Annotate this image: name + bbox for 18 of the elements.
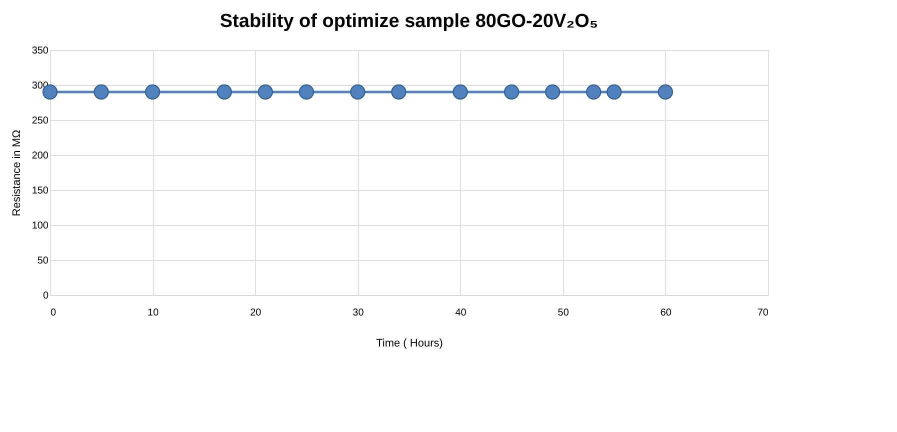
x-tick-label: 30 xyxy=(352,308,364,318)
y-tick-label: 250 xyxy=(32,116,49,126)
y-tick-label: 150 xyxy=(32,186,49,196)
y-tick-label: 350 xyxy=(32,46,49,56)
y-tick-label: 0 xyxy=(42,290,49,302)
y-tick-label: 50 xyxy=(37,256,49,266)
y-axis-title: Resistance in MΩ xyxy=(10,130,23,216)
x-tick-label: 20 xyxy=(250,308,262,318)
y-tick-label: 100 xyxy=(32,220,49,232)
x-tick-label: 50 xyxy=(558,308,570,318)
chart-title: Stability of optimize sample 80GO-20V₂O₅ xyxy=(220,11,598,32)
x-axis-title: Time ( Hours) xyxy=(376,338,443,350)
x-tick-label: 70 xyxy=(757,308,769,318)
x-tick-label: 0 xyxy=(50,308,56,318)
x-tick-label: 60 xyxy=(660,308,672,318)
x-tick-label: 40 xyxy=(455,308,467,318)
y-tick-label: 200 xyxy=(32,150,49,162)
x-tick-label: 10 xyxy=(148,308,160,318)
